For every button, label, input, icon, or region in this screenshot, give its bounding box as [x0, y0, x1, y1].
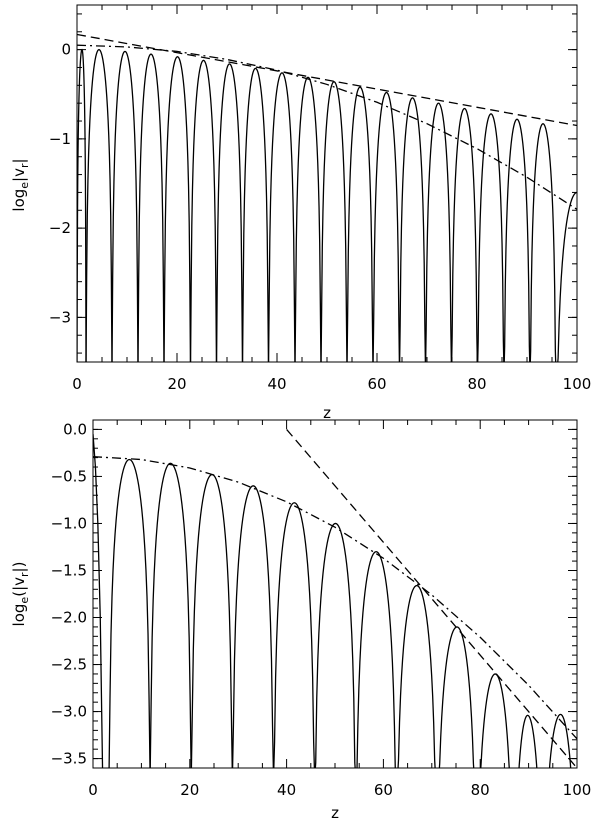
- top-x-axis-title: z: [323, 404, 331, 422]
- top-curves: [77, 33, 577, 362]
- dashdot-envelope-curve: [77, 44, 577, 210]
- solution-arch: [294, 76, 322, 362]
- y-tick-label: −0.5: [51, 467, 87, 485]
- solution-arch: [398, 97, 427, 362]
- bottom-y-title-log: log: [10, 604, 28, 627]
- x-tick-label: 80: [471, 781, 490, 799]
- solution-arch: [190, 473, 233, 768]
- dashdot-envelope-curve: [93, 456, 577, 740]
- x-tick-label: 60: [367, 375, 386, 393]
- x-tick-label: 100: [563, 375, 592, 393]
- y-tick-label: 0.0: [63, 420, 87, 438]
- y-tick-label: −3: [49, 308, 71, 326]
- bottom-ticks: [92, 419, 578, 769]
- top-ticks: [76, 5, 578, 362]
- solution-arch: [425, 102, 452, 362]
- solution-arch: [320, 81, 348, 362]
- bottom-y-title-sub-e: e: [18, 597, 31, 604]
- solution-arch: [346, 86, 374, 362]
- top-plot-frame: [76, 4, 578, 363]
- solution-arch: [548, 713, 572, 768]
- solution-arch: [529, 122, 557, 362]
- y-tick-label: −2: [49, 219, 71, 237]
- solution-arch: [438, 626, 475, 768]
- bottom-y-title-mid: (|v: [10, 577, 28, 597]
- bottom-y-title-end: |): [10, 562, 28, 573]
- top-y-title-sub-r: r: [18, 163, 31, 168]
- bottom-y-title-sub-r: r: [18, 572, 31, 577]
- top-panel: 0 20 40 60 80 100 0 −1 −2 −3 z loge|vr|: [10, 4, 591, 422]
- solution-first-branch: [93, 434, 104, 768]
- solution-arch: [85, 48, 113, 362]
- solution-arch: [356, 551, 396, 768]
- bottom-panel: 0 20 40 60 80 100 0.0 −0.5 −1.0 −1.5 −2.0 −2.5 −3.0…: [10, 419, 591, 822]
- solution-arch: [273, 502, 316, 768]
- y-tick-label: −3.5: [51, 750, 87, 768]
- x-tick-label: 0: [72, 375, 82, 393]
- top-y-title-end: |: [10, 158, 28, 163]
- bottom-x-axis-title: z: [331, 804, 339, 822]
- y-tick-label: −1.0: [51, 514, 87, 532]
- solution-arch: [518, 714, 538, 768]
- solution-arch: [137, 53, 165, 362]
- x-tick-label: 40: [277, 781, 296, 799]
- solution-last-branch: [557, 191, 577, 362]
- solution-arch: [477, 113, 505, 362]
- bottom-curves: [93, 428, 577, 768]
- y-tick-label: −3.0: [51, 703, 87, 721]
- y-tick-label: −1.5: [51, 561, 87, 579]
- x-tick-label: 60: [374, 781, 393, 799]
- x-tick-label: 100: [563, 781, 592, 799]
- top-y-title-mid: |v: [10, 168, 28, 182]
- solution-arch: [149, 462, 192, 768]
- solution-arch: [314, 522, 356, 768]
- x-tick-label: 40: [267, 375, 286, 393]
- x-tick-label: 20: [167, 375, 186, 393]
- top-y-title-sub-e: e: [18, 182, 31, 189]
- solution-arch: [163, 56, 192, 362]
- solution-arch: [503, 118, 531, 362]
- top-y-axis-title: loge|vr|: [10, 158, 31, 211]
- y-tick-label: −2.0: [51, 609, 87, 627]
- solution-arch: [108, 458, 151, 768]
- bottom-x-tick-labels: 0 20 40 60 80 100: [88, 781, 591, 799]
- solution-arch: [231, 485, 274, 768]
- solution-arch: [397, 584, 436, 768]
- solution-arch: [111, 50, 139, 362]
- solution-arch: [241, 67, 270, 362]
- top-x-tick-labels: 0 20 40 60 80 100: [72, 375, 591, 393]
- top-y-tick-labels: 0 −1 −2 −3: [49, 41, 71, 327]
- bottom-y-tick-labels: 0.0 −0.5 −1.0 −1.5 −2.0 −2.5 −3.0 −3.5: [51, 420, 87, 767]
- y-tick-label: 0: [61, 41, 71, 59]
- solution-arch: [77, 48, 87, 362]
- y-tick-label: −1: [49, 130, 71, 148]
- solution-arch: [372, 91, 401, 362]
- bottom-y-axis-title: loge(|vr|): [10, 562, 31, 627]
- solution-arch: [480, 673, 510, 768]
- dashed-envelope-line: [286, 428, 577, 768]
- solution-arch: [215, 63, 244, 362]
- x-tick-label: 0: [88, 781, 98, 799]
- solution-arch: [189, 59, 218, 362]
- top-y-title-log: log: [10, 189, 28, 212]
- solution-arch: [267, 72, 296, 362]
- x-tick-label: 20: [180, 781, 199, 799]
- x-tick-label: 80: [467, 375, 486, 393]
- solution-arch: [451, 107, 478, 362]
- y-tick-label: −2.5: [51, 656, 87, 674]
- bottom-plot-frame: [92, 419, 578, 769]
